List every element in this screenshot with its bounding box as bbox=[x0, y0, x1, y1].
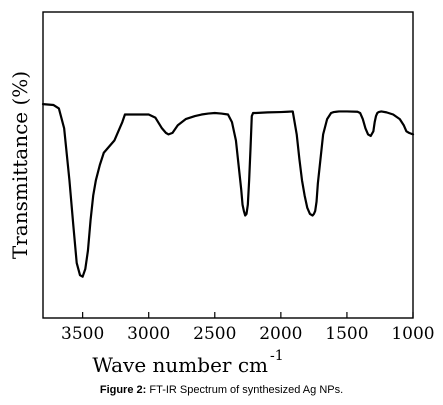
x-tick-label-2000: 2000 bbox=[259, 324, 302, 344]
spectrum-line bbox=[41, 103, 415, 278]
caption-text: FT-IR Spectrum of synthesized Ag NPs. bbox=[149, 384, 344, 396]
x-axis-ticks bbox=[82, 312, 414, 318]
x-axis-tick-labels: 3500 3000 2500 2000 1500 1000 bbox=[61, 324, 435, 344]
caption-label: Figure 2: bbox=[99, 384, 147, 396]
x-tick-label-2500: 2500 bbox=[193, 324, 236, 344]
y-axis-title: Transmittance (%) bbox=[8, 71, 32, 259]
x-axis-title-superscript: -1 bbox=[270, 348, 284, 364]
ftir-chart: 3500 3000 2500 2000 1500 1000 Transmittance (… bbox=[8, 11, 435, 377]
x-tick-label-3000: 3000 bbox=[127, 324, 170, 344]
figure-caption: Figure 2: FT-IR Spectrum of synthesized … bbox=[0, 384, 443, 396]
x-tick-label-1000: 1000 bbox=[391, 324, 434, 344]
plot-frame bbox=[42, 11, 414, 319]
x-axis-title-main: Wave number cm bbox=[92, 353, 268, 377]
x-tick-label-1500: 1500 bbox=[325, 324, 368, 344]
x-tick-label-3500: 3500 bbox=[61, 324, 104, 344]
x-axis-title: Wave number cm bbox=[92, 353, 268, 377]
